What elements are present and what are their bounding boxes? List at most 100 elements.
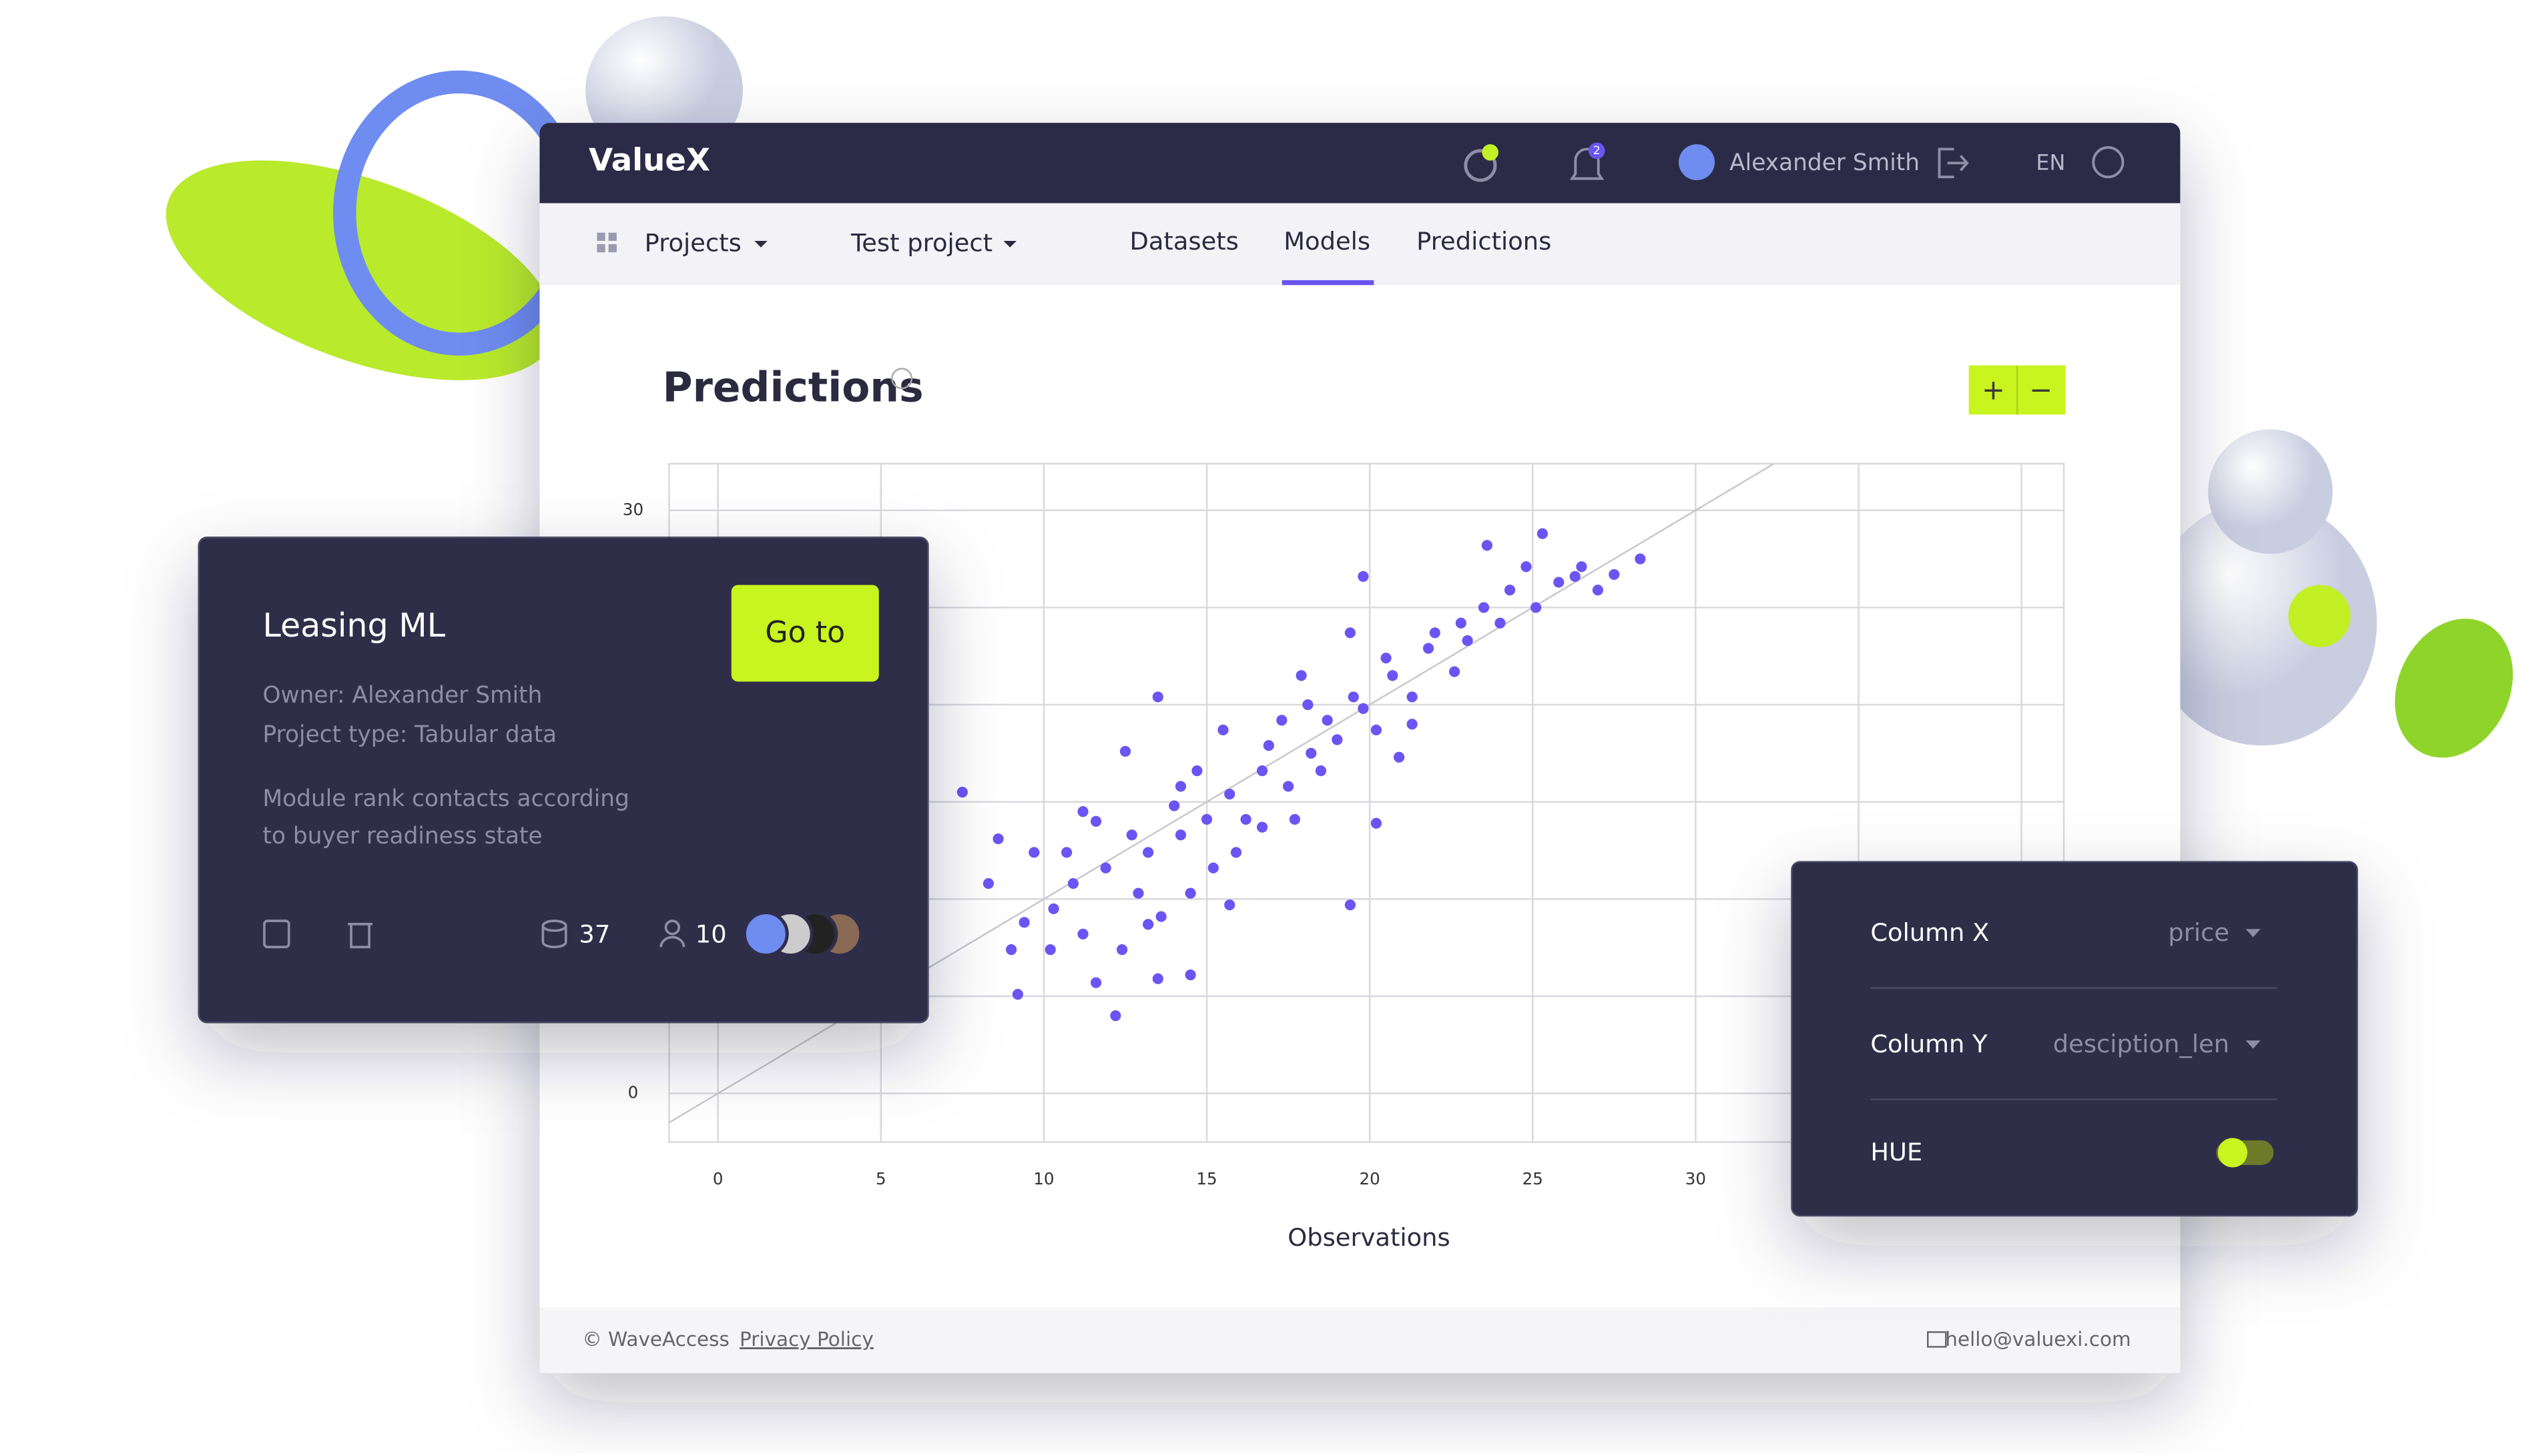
top-bar — [539, 123, 2181, 204]
point — [1006, 944, 1017, 956]
point — [1155, 911, 1167, 922]
point — [1029, 847, 1040, 858]
point — [1322, 715, 1333, 726]
user-name[interactable]: Alexander Smith — [1729, 149, 1920, 176]
toggle-knob[interactable] — [2217, 1138, 2248, 1168]
point — [1012, 988, 1023, 1000]
logout-icon[interactable] — [1938, 147, 1969, 179]
page-title: Predictions — [663, 364, 924, 411]
point — [1609, 569, 1620, 581]
nav-project[interactable]: Test project — [850, 228, 993, 257]
edit-icon[interactable] — [263, 920, 290, 949]
point — [1494, 617, 1506, 629]
go-button-label[interactable]: Go to — [765, 615, 845, 649]
zoom-out[interactable]: − — [2029, 373, 2052, 406]
sync-icon[interactable] — [1464, 149, 1497, 182]
point — [1191, 765, 1203, 777]
tab[interactable]: Datasets — [1129, 227, 1238, 256]
description: Module rank contacts according — [263, 785, 629, 812]
x-tick-label: 30 — [1685, 1169, 1706, 1188]
point — [1504, 585, 1516, 596]
point — [1592, 585, 1604, 596]
point — [1143, 919, 1154, 930]
point — [1635, 553, 1646, 565]
go-button[interactable] — [731, 585, 879, 682]
members-icon — [664, 920, 681, 936]
setting-label: Column X — [1870, 918, 1989, 947]
point — [1256, 765, 1268, 777]
point — [1110, 1010, 1121, 1022]
point — [1185, 969, 1196, 981]
point — [1289, 813, 1300, 825]
point — [1462, 635, 1473, 647]
x-tick-label: 25 — [1522, 1169, 1543, 1188]
zoom-in[interactable]: + — [1982, 373, 2005, 406]
point — [1201, 813, 1213, 825]
project-type: Project type: Tabular data — [263, 721, 557, 748]
tab-underline — [1282, 280, 1374, 286]
caret — [2245, 929, 2261, 938]
point — [1152, 691, 1163, 703]
point — [1332, 734, 1343, 745]
delete-icon[interactable] — [348, 923, 373, 949]
point — [1143, 847, 1154, 858]
user-avatar[interactable] — [1679, 144, 1715, 181]
point — [1117, 944, 1128, 956]
info-icon[interactable] — [891, 368, 913, 390]
point — [1256, 821, 1268, 833]
point — [1315, 765, 1327, 777]
setting-label: Column Y — [1870, 1030, 1988, 1058]
point — [1230, 847, 1242, 858]
point — [1344, 899, 1356, 911]
privacy-link[interactable]: Privacy Policy — [740, 1328, 874, 1351]
decor-ball — [2288, 585, 2351, 647]
point — [1067, 877, 1079, 889]
point — [1048, 903, 1059, 915]
help-icon[interactable] — [2092, 146, 2125, 179]
nav-projects[interactable]: Projects — [645, 228, 742, 257]
point — [1449, 666, 1460, 677]
badge-count: 2 — [1593, 144, 1601, 157]
point — [1283, 781, 1294, 792]
card-title: Leasing ML — [263, 606, 446, 645]
point — [1019, 917, 1030, 928]
point — [1207, 862, 1219, 873]
point — [1370, 817, 1382, 829]
status-dot — [1482, 144, 1498, 161]
point — [1478, 602, 1490, 613]
badge — [1588, 142, 1605, 159]
point — [1406, 691, 1418, 703]
point — [1455, 617, 1466, 629]
y-tick-label: 0 — [628, 1083, 639, 1102]
setting-value[interactable]: price — [2168, 918, 2229, 947]
point — [1553, 577, 1565, 588]
point — [956, 787, 968, 798]
point — [1061, 847, 1073, 858]
settings-panel — [1791, 861, 2358, 1217]
point — [1344, 627, 1356, 639]
point — [1090, 977, 1102, 988]
point — [1263, 740, 1274, 751]
members-icon — [659, 936, 685, 948]
point — [1422, 643, 1434, 654]
point — [1133, 887, 1144, 899]
x-tick-label: 0 — [713, 1169, 724, 1188]
language[interactable]: EN — [2036, 150, 2065, 175]
x-tick-label: 20 — [1360, 1169, 1380, 1188]
point — [993, 833, 1004, 845]
point — [1077, 806, 1089, 817]
members-count: 10 — [695, 920, 727, 949]
owner: Owner: Alexander Smith — [263, 682, 543, 709]
setting-label: HUE — [1870, 1138, 1922, 1166]
email[interactable]: hello@valuexi.com — [1945, 1328, 2131, 1351]
tab[interactable]: Models — [1284, 227, 1370, 256]
point — [1175, 781, 1187, 792]
decor-sphere — [2208, 429, 2333, 554]
datasets-count: 37 — [579, 920, 610, 949]
tab[interactable]: Predictions — [1416, 227, 1551, 256]
point — [1569, 571, 1581, 582]
point — [1387, 670, 1398, 681]
setting-value[interactable]: desciption_len — [2053, 1030, 2229, 1058]
point — [1380, 653, 1392, 664]
